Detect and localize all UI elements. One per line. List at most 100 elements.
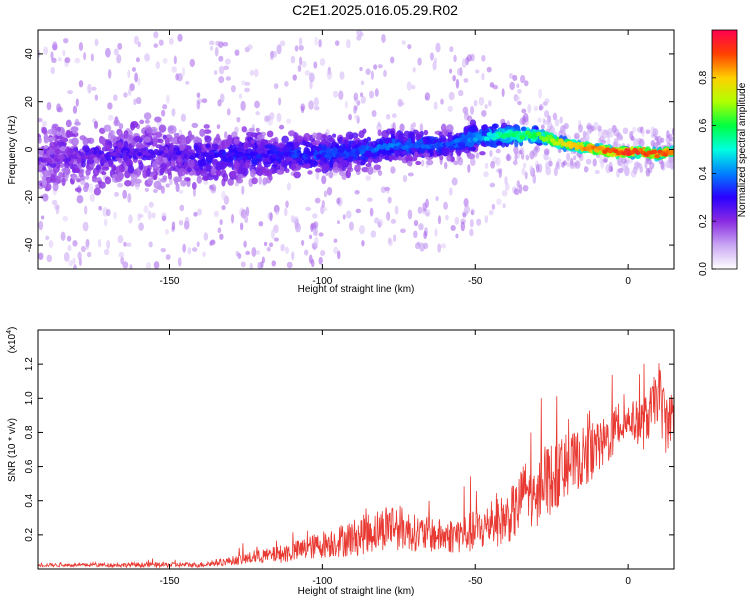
heatmap-cell: [335, 143, 340, 149]
heatmap-cell: [238, 173, 244, 179]
heatmap-cell: [394, 205, 399, 215]
heatmap-cell: [43, 46, 49, 56]
heatmap-cell: [135, 57, 140, 63]
heatmap-cell: [645, 129, 651, 135]
heatmap-cell: [162, 57, 168, 64]
heatmap-cell: [415, 133, 421, 138]
heatmap-cell: [641, 127, 645, 137]
spectrogram-x-tick-label: -100: [312, 276, 332, 287]
heatmap-cell: [354, 190, 360, 195]
heatmap-cell: [254, 100, 260, 109]
heatmap-cell: [82, 136, 89, 146]
heatmap-cell: [523, 112, 529, 123]
heatmap-cell: [284, 207, 288, 217]
heatmap-cell: [196, 175, 202, 184]
snr-y-multiplier: (x104): [6, 327, 18, 354]
heatmap-cell: [106, 144, 111, 151]
heatmap-cell: [622, 127, 629, 135]
heatmap-cell: [128, 144, 135, 154]
heatmap-cell: [522, 162, 527, 169]
heatmap-cell: [143, 136, 151, 143]
heatmap-cell: [202, 251, 206, 258]
heatmap-cell: [51, 57, 57, 64]
heatmap-cell: [315, 168, 322, 173]
heatmap-cell: [46, 254, 53, 263]
heatmap-cell: [94, 38, 99, 47]
heatmap-ridge-cell: [384, 146, 391, 151]
heatmap-cell: [191, 122, 199, 128]
heatmap-cell: [234, 49, 240, 56]
snr-series-line: [38, 363, 674, 569]
heatmap-cell: [124, 180, 132, 187]
heatmap-cell: [50, 51, 54, 60]
heatmap-cell: [169, 178, 173, 186]
heatmap-cell: [319, 58, 326, 66]
heatmap-cell: [377, 64, 383, 69]
heatmap-cell: [285, 118, 292, 124]
spectrogram-panel: -150 -100 -50 0 -40 -20 0 20 40 Height of straig…: [7, 29, 675, 295]
heatmap-cell: [38, 220, 44, 231]
heatmap-cell: [56, 126, 62, 132]
heatmap-cell: [78, 42, 84, 51]
spectrogram-y-tick-label: 20: [24, 96, 35, 108]
heatmap-cell: [489, 82, 495, 88]
heatmap-cell: [297, 65, 302, 72]
heatmap-cell: [54, 148, 61, 155]
heatmap-cell: [473, 99, 478, 107]
heatmap-cell: [456, 67, 462, 76]
heatmap-cell: [263, 241, 268, 247]
heatmap-cell: [368, 90, 375, 99]
heatmap-cell: [522, 185, 529, 192]
heatmap-cell: [213, 210, 219, 218]
heatmap-cell: [132, 170, 139, 175]
heatmap-cell: [197, 159, 206, 167]
heatmap-cell: [139, 119, 145, 125]
heatmap-cell: [513, 145, 519, 155]
heatmap-cell: [75, 167, 81, 174]
heatmap-cell: [360, 80, 365, 86]
heatmap-cell: [213, 70, 218, 75]
heatmap-cell: [376, 155, 383, 163]
heatmap-cell: [225, 138, 232, 146]
heatmap-cell: [273, 160, 278, 166]
heatmap-ridge-cell: [203, 152, 209, 157]
heatmap-cell: [291, 251, 295, 261]
heatmap-cell: [155, 156, 162, 165]
heatmap-cell: [468, 146, 477, 152]
heatmap-cell: [40, 194, 48, 199]
heatmap-cell: [437, 243, 442, 253]
heatmap-cell: [74, 187, 82, 193]
heatmap-cell: [138, 213, 144, 218]
heatmap-cell: [153, 43, 159, 48]
heatmap-cell: [167, 168, 172, 176]
heatmap-cell: [285, 200, 289, 209]
heatmap-cell: [249, 262, 253, 269]
heatmap-cell: [273, 237, 279, 242]
heatmap-cell: [290, 55, 296, 64]
heatmap-cell: [162, 104, 168, 110]
heatmap-cell: [103, 124, 112, 132]
heatmap-ridge-cell: [115, 153, 121, 158]
heatmap-cell: [153, 31, 159, 39]
heatmap-cell: [157, 138, 164, 144]
heatmap-cell: [508, 72, 514, 79]
heatmap-cell: [117, 182, 124, 188]
heatmap-cell: [308, 100, 314, 110]
heatmap-cell: [72, 129, 78, 134]
heatmap-cell: [47, 169, 54, 175]
heatmap-cell: [379, 219, 384, 227]
heatmap-cell: [230, 85, 236, 93]
heatmap-cell: [223, 131, 228, 139]
heatmap-cell: [192, 187, 196, 197]
heatmap-cell: [210, 45, 214, 51]
heatmap-cell: [127, 164, 135, 174]
heatmap-cell: [358, 225, 365, 235]
heatmap-cell: [338, 90, 344, 100]
heatmap-cell: [123, 241, 127, 247]
heatmap-cell: [304, 249, 309, 256]
heatmap-cell: [532, 148, 538, 158]
heatmap-cell: [244, 162, 250, 167]
heatmap-cell: [584, 166, 589, 172]
heatmap-cell: [95, 165, 102, 171]
